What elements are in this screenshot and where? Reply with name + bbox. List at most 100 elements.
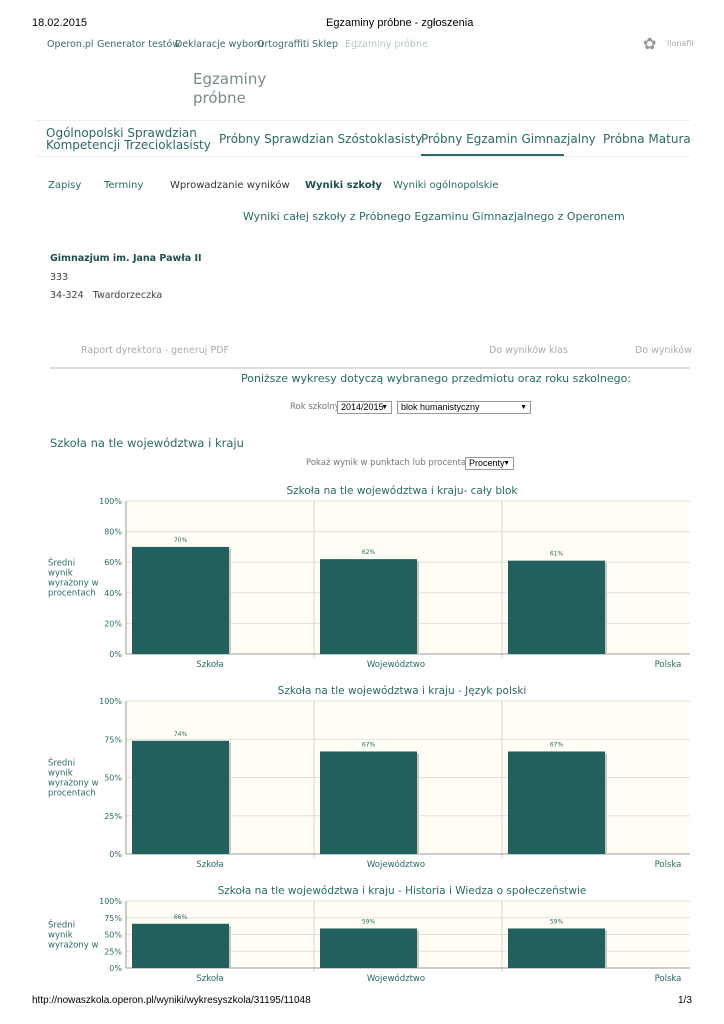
tab-sprawdzian-3[interactable]: Ogólnopolski Sprawdzian Kompetencji Trze… [46,126,211,152]
subject-select[interactable]: blok humanistyczny ▼ [397,401,531,414]
bar-chart-1: Szkoła na tle województwa i kraju- cały … [48,485,690,670]
mode-select[interactable]: Procenty ▼ [465,457,514,470]
divider [50,367,690,369]
y-axis-label-line: wynik [48,769,73,779]
y-axis-label: Średni wynik wyrażony w procentach [48,757,98,799]
chart-title: Szkoła na tle województwa i kraju- cały … [287,485,519,497]
tab-gimnazjalny[interactable]: Próbny Egzamin Gimnazjalny [421,132,596,146]
y-tick-label: 0% [109,850,122,859]
print-page: 1/3 [678,995,692,1006]
subnav-wprowadzanie[interactable]: Wprowadzanie wyników [170,180,290,191]
bar-województwo [320,559,417,654]
y-tick-label: 100% [99,697,122,706]
x-tick-label: Polska [655,660,682,670]
x-tick-label: Szkoła [196,660,223,670]
tab-sprawdzian-6[interactable]: Próbny Sprawdzian Szóstoklasisty [219,132,423,146]
bar-szkoła [132,740,229,854]
bar-polska [508,560,605,654]
year-label: Rok szkolny: [290,402,343,412]
tab-matura[interactable]: Próbna Matura [603,132,691,146]
y-tick-label: 20% [104,619,122,628]
subnav-wyniki-ogolnopolskie[interactable]: Wyniki ogólnopolskie [393,180,499,191]
x-tick-label: Polska [655,860,682,870]
nav-operon[interactable]: Operon.pl [47,39,94,50]
divider [36,120,690,121]
nav-deklaracje[interactable]: Deklaracje wyboru [175,39,264,50]
data-label: 74% [174,731,188,738]
y-axis-label: Średni wynik wyrażony w [48,919,98,951]
y-tick-label: 60% [104,558,122,567]
user-link[interactable]: ilonafil [667,39,694,48]
y-tick-label: 25% [104,947,122,956]
nav-sklep[interactable]: Sklep [312,39,339,50]
nav-egzaminy[interactable]: Egzaminy próbne [345,39,428,50]
x-tick-label: Szkoła [196,974,223,984]
bar-chart-2: Szkoła na tle województwa i kraju - Języ… [48,685,690,870]
logo-line2: próbne [193,89,246,107]
bar-szkoła [132,546,229,654]
section-title: Szkoła na tle województwa i kraju [50,436,244,450]
y-axis-label-line: Średni [48,557,75,569]
bar-polska [508,928,605,968]
year-value: 2014/2015 [341,402,384,412]
logo[interactable]: Egzaminy próbne [193,70,266,108]
data-label: 59% [362,918,376,925]
chart-title: Szkoła na tle województwa i kraju - Hist… [218,885,587,897]
y-axis-label-line: Średni [48,919,75,931]
subnav-wyniki-szkoly[interactable]: Wyniki szkoły [305,180,382,191]
print-title: Egzaminy próbne - zgłoszenia [326,17,474,29]
y-tick-label: 100% [99,497,122,506]
y-axis-label-line: Średni [48,757,75,769]
y-tick-label: 75% [104,914,122,923]
y-tick-label: 0% [109,650,122,659]
x-tick-label: Województwo [367,659,425,670]
bar-szkoła [132,923,229,968]
y-axis-label-line: wynik [48,569,73,579]
divider [36,156,690,157]
mode-label: Pokaż wynik w punktach lub procentach: [306,458,480,468]
page-heading: Wyniki całej szkoły z Próbnego Egzaminu … [243,210,625,223]
y-axis-label-line: procentach [48,789,96,799]
pdf-report-link[interactable]: Raport dyrektora - generuj PDF [81,345,229,356]
y-axis-label-line: wynik [48,931,73,941]
chevron-down-icon: ▼ [503,460,510,467]
x-tick-label: Województwo [367,973,425,984]
city: Twardorzeczka [92,290,163,301]
nav-ortograffiti[interactable]: Ortograffiti [257,39,310,50]
flower-icon: ✿ [643,34,657,53]
chevron-down-icon: ▼ [520,404,527,411]
y-axis-label-line: procentach [48,589,96,599]
subnav-zapisy[interactable]: Zapisy [48,180,82,191]
data-label: 67% [362,741,376,748]
y-axis-label-line: wyrażony w [48,579,98,589]
data-label: 62% [362,549,376,556]
y-tick-label: 0% [109,964,122,973]
results-link[interactable]: Do wyników [635,345,692,356]
postal-code: 34-324 [50,290,84,301]
class-results-link[interactable]: Do wyników klas [489,345,568,356]
mode-value: Procenty [469,458,505,468]
y-tick-label: 75% [104,735,122,744]
data-label: 61% [550,551,564,558]
print-date: 18.02.2015 [32,17,88,29]
chart-title: Szkoła na tle województwa i kraju - Języ… [278,685,527,697]
x-tick-label: Województwo [367,859,425,870]
y-axis-label-line: wyrażony w [48,941,98,951]
nav-generator[interactable]: Generator testów [97,39,181,50]
subnav-terminy[interactable]: Terminy [104,180,144,191]
print-url: http://nowaszkola.operon.pl/wyniki/wykre… [32,995,311,1006]
y-axis-label: Średni wynik wyrażony w procentach [48,557,98,599]
school-name: Gimnazjum im. Jana Pawła II [50,253,202,264]
x-tick-label: Szkoła [196,860,223,870]
bar-polska [508,751,605,854]
y-tick-label: 100% [99,897,122,906]
bar-województwo [320,928,417,968]
data-label: 59% [550,918,564,925]
y-tick-label: 25% [104,812,122,821]
subject-value: blok humanistyczny [401,402,480,412]
bar-chart-3: Szkoła na tle województwa i kraju - Hist… [48,885,690,984]
year-select[interactable]: 2014/2015 ▼ [337,401,392,414]
logo-line1: Egzaminy [193,70,267,88]
footer: http://nowaszkola.operon.pl/wyniki/wykre… [0,993,724,1013]
